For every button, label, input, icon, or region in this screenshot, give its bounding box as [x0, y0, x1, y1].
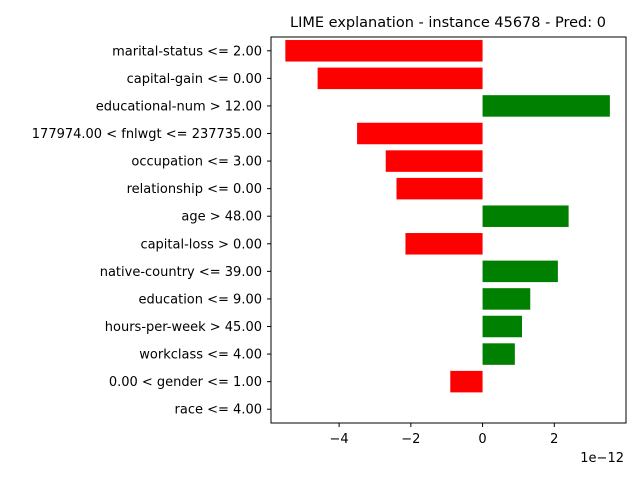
y-tick-label: native-country <= 39.00: [100, 265, 262, 280]
x-axis-scale-label: 1e−12: [580, 451, 624, 466]
bar-7: [405, 233, 483, 255]
bar-8: [482, 260, 558, 283]
bar-3: [357, 122, 483, 145]
bar-4: [385, 150, 483, 172]
bar-0: [285, 40, 483, 62]
x-tick-label: −2: [401, 432, 420, 447]
y-tick-label: capital-loss > 0.00: [140, 237, 262, 252]
y-tick-label: hours-per-week > 45.00: [105, 320, 262, 335]
bar-9: [482, 288, 531, 310]
bar-11: [482, 343, 515, 365]
bar-5: [396, 177, 483, 200]
y-tick-label: education <= 9.00: [139, 292, 263, 307]
bar-6: [482, 205, 569, 227]
y-tick-label: occupation <= 3.00: [131, 155, 262, 170]
bar-12: [450, 370, 483, 393]
bar-2: [482, 95, 610, 117]
x-axis-ticks: −4 −2 0 2: [330, 423, 558, 447]
x-tick-label: 0: [478, 432, 486, 447]
y-tick-label: educational-num > 12.00: [96, 99, 262, 114]
y-tick-label: 177974.00 < fnlwgt <= 237735.00: [32, 127, 262, 142]
chart-title: LIME explanation - instance 45678 - Pred…: [290, 15, 606, 31]
bar-1: [317, 67, 483, 90]
y-axis-ticks: marital-status <= 2.00 capital-gain <= 0.…: [32, 44, 271, 418]
y-tick-label: relationship <= 0.00: [127, 182, 262, 197]
y-tick-label: workclass <= 4.00: [139, 348, 262, 363]
y-tick-label: 0.00 < gender <= 1.00: [109, 375, 262, 390]
y-tick-label: marital-status <= 2.00: [112, 44, 262, 59]
y-tick-label: age > 48.00: [181, 210, 262, 225]
y-tick-label: capital-gain <= 0.00: [127, 72, 262, 87]
plot-frame: [270, 36, 627, 424]
bar-10: [482, 315, 523, 338]
bars-group: [285, 40, 610, 393]
y-tick-label: race <= 4.00: [175, 403, 262, 418]
x-tick-label: −4: [330, 432, 349, 447]
x-tick-label: 2: [550, 432, 558, 447]
